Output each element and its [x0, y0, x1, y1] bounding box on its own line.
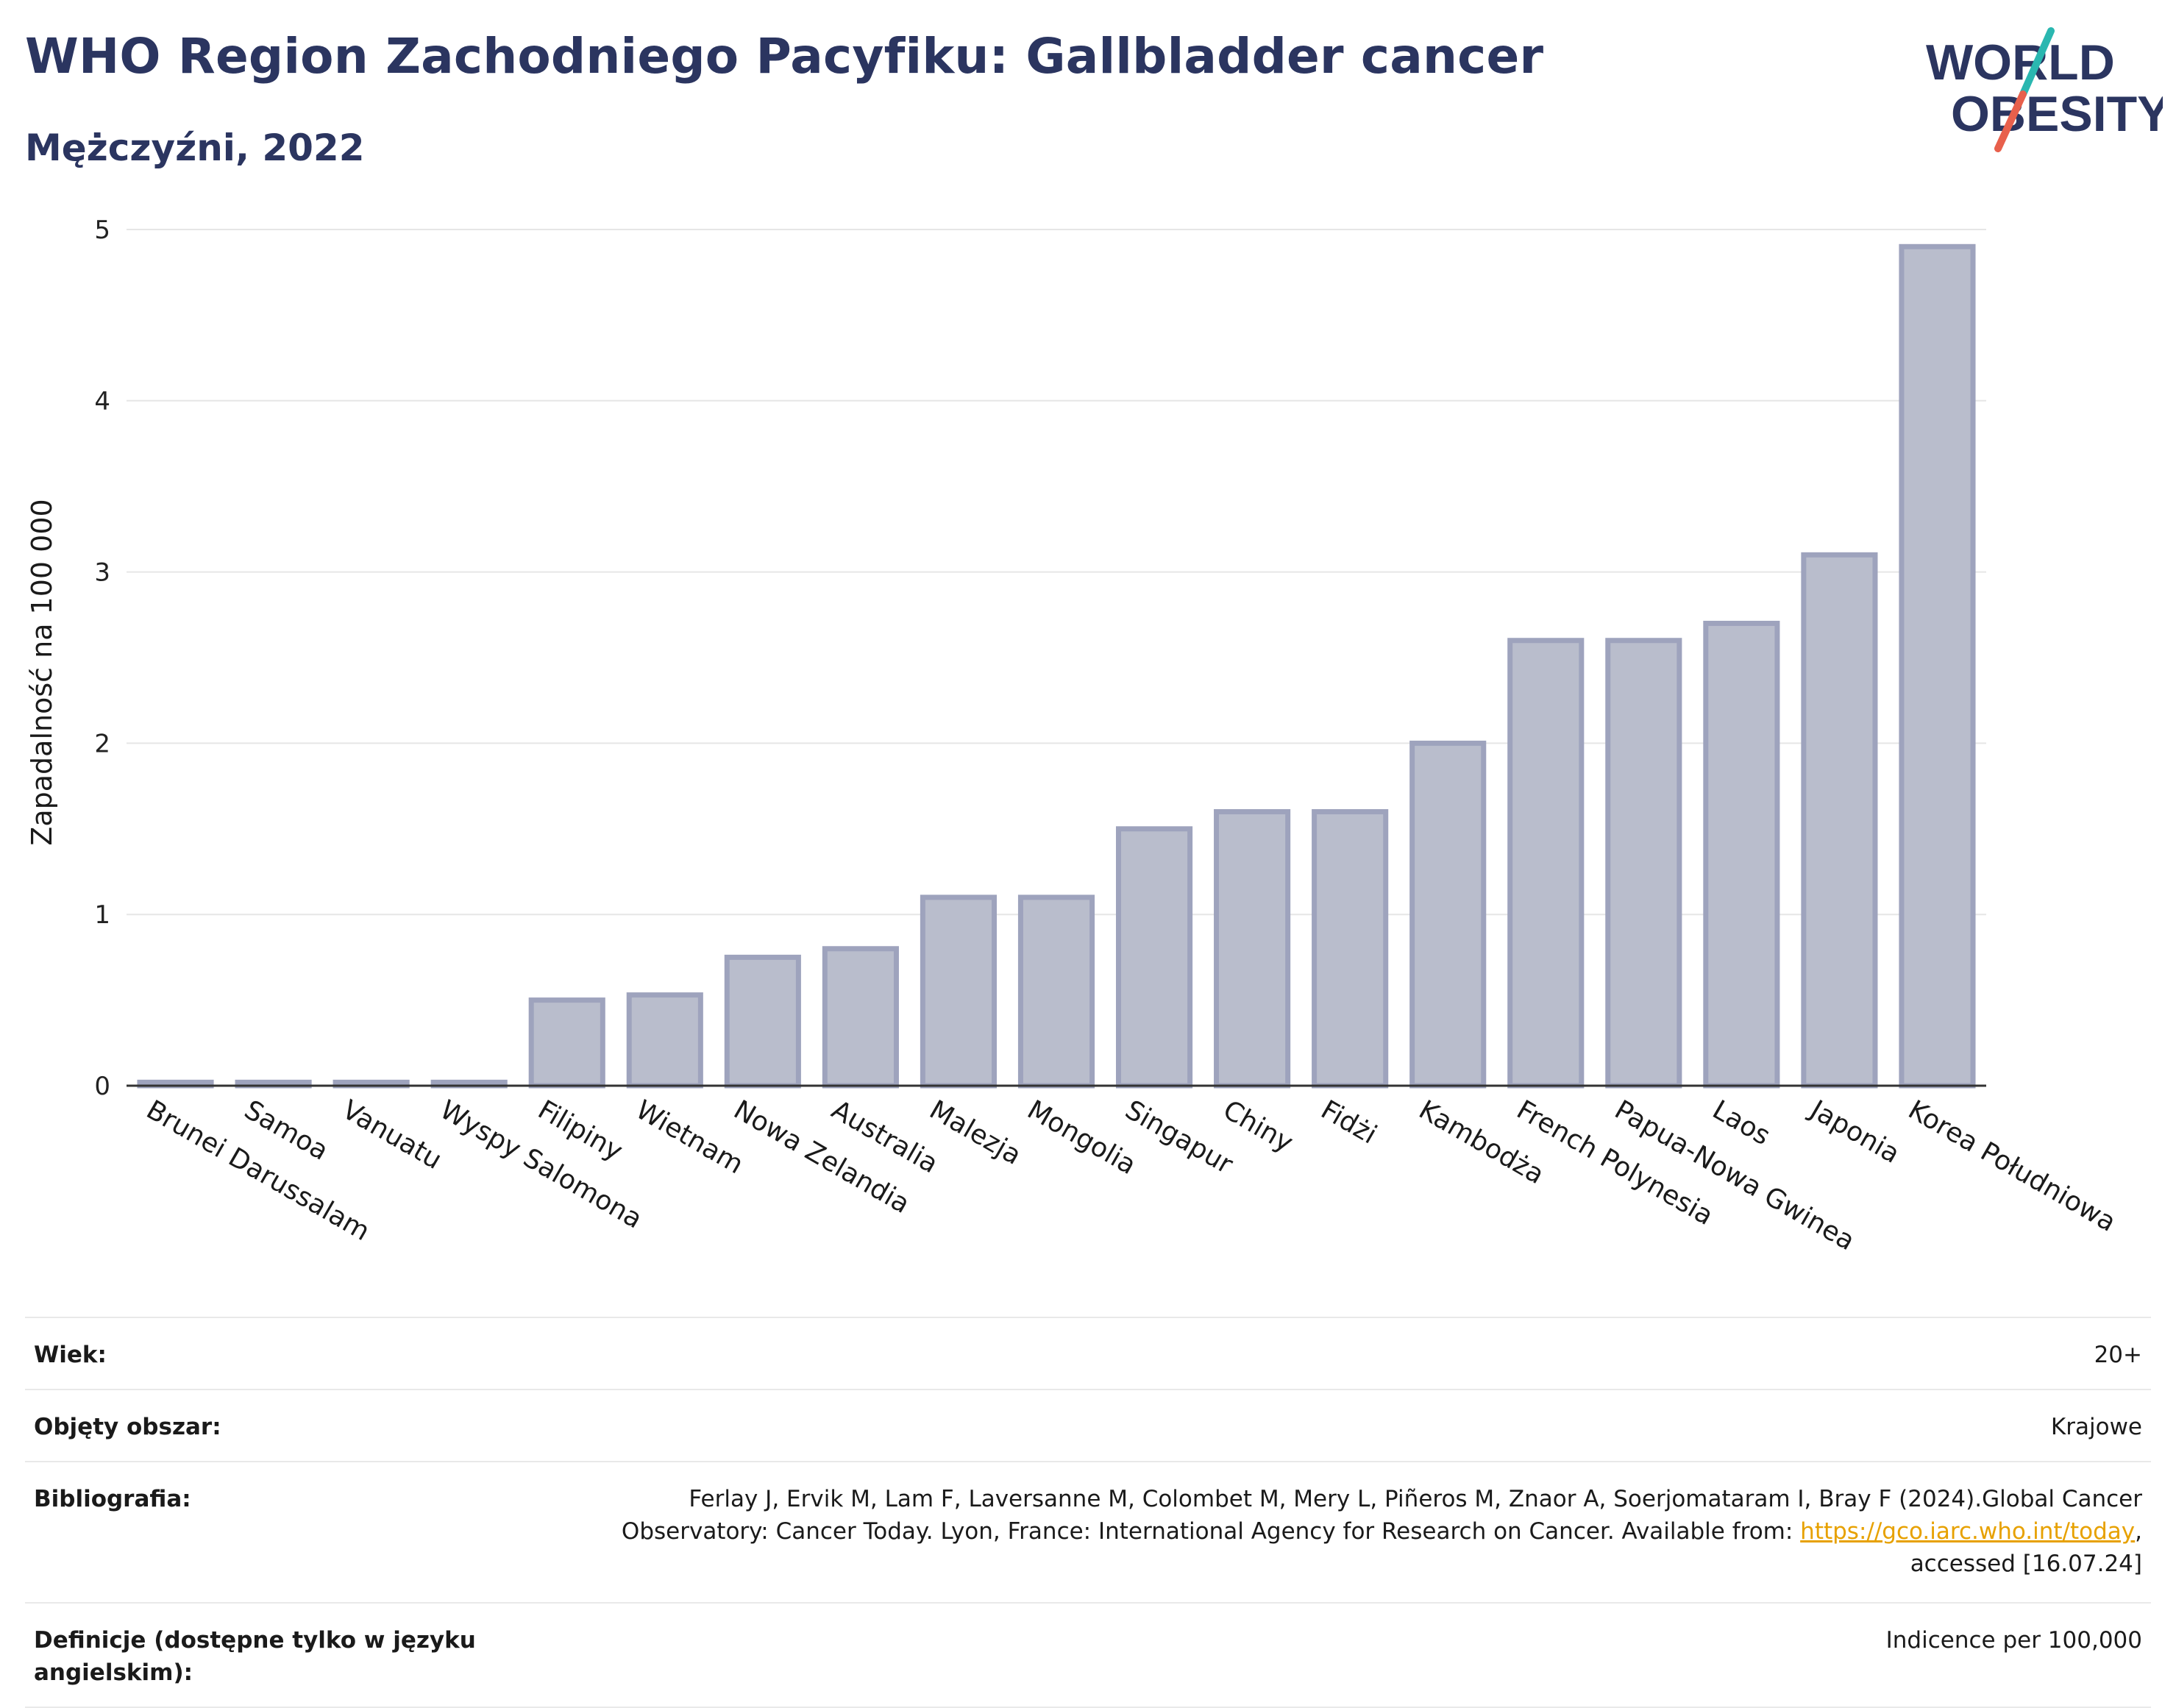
x-tick-label: Vanuatu — [337, 1095, 447, 1175]
meta-definitions-label: Definicje (dostępne tylko w języku angie… — [34, 1627, 476, 1686]
bar — [1899, 243, 1976, 1089]
x-tick-label: Korea Południowa — [1903, 1095, 2121, 1238]
logo-slash-red — [1994, 90, 2027, 152]
meta-coverage-label: Objęty obszar: — [34, 1414, 221, 1440]
metadata-table: Wiek: 20+ Objęty obszar: Krajowe Bibliog… — [25, 1317, 2151, 1708]
logo-text-obesity: OBESITY — [1951, 86, 2163, 142]
meta-row-age: Wiek: 20+ — [25, 1317, 2151, 1389]
meta-row-bibliography: Bibliografia: Ferlay J, Ervik M, Lam F, … — [25, 1461, 2151, 1602]
y-tick-label: 5 — [94, 216, 110, 245]
world-obesity-logo: WORLD OBESITY — [1926, 27, 2163, 152]
meta-definitions-value: Indicence per 100,000 — [1885, 1627, 2142, 1654]
bar — [1507, 638, 1585, 1089]
bar — [1214, 809, 1291, 1089]
x-tick-label: Mongolia — [1023, 1095, 1142, 1181]
y-tick-label: 0 — [94, 1072, 110, 1101]
logo-text-world: WORLD — [1926, 35, 2115, 90]
y-axis-label: Zapadalność na 100 000 — [26, 499, 58, 845]
bar — [822, 946, 899, 1089]
bar — [528, 997, 605, 1089]
bar — [1409, 740, 1487, 1089]
bar — [920, 894, 998, 1089]
x-tick-label: Wietnam — [630, 1095, 748, 1180]
bar — [1312, 809, 1389, 1089]
bibliography-link[interactable]: https://gco.iarc.who.int/today — [1800, 1518, 2136, 1545]
bar — [1703, 620, 1780, 1089]
meta-age-value: 20+ — [2094, 1342, 2142, 1368]
x-tick-label: Japonia — [1804, 1094, 1905, 1170]
x-tick-label: Singapur — [1120, 1095, 1238, 1180]
bar — [1801, 552, 1878, 1089]
chart-subtitle: Mężczyźni, 2022 — [25, 127, 365, 169]
y-tick-label: 3 — [94, 558, 110, 588]
meta-coverage-value: Krajowe — [2050, 1414, 2142, 1440]
chart-title: WHO Region Zachodniego Pacyfiku: Gallbla… — [25, 28, 1544, 85]
x-tick-label: Laos — [1707, 1095, 1775, 1151]
x-tick-label: Malezja — [924, 1095, 1025, 1171]
y-tick-label: 1 — [94, 900, 110, 930]
y-tick-label: 4 — [94, 387, 110, 416]
bar — [1017, 894, 1095, 1089]
meta-row-definitions: Definicje (dostępne tylko w języku angie… — [25, 1602, 2151, 1708]
meta-bibliography-label: Bibliografia: — [34, 1486, 191, 1512]
meta-bibliography-value: Ferlay J, Ervik M, Lam F, Laversanne M, … — [505, 1483, 2142, 1580]
bar — [1605, 638, 1682, 1089]
bar — [626, 992, 703, 1089]
bibliography-accessed: , accessed [16.07.24] — [1910, 1518, 2142, 1577]
x-tick-label: Nowa Zelandia — [728, 1095, 914, 1220]
bar — [724, 954, 801, 1089]
bibliography-text: Ferlay J, Ervik M, Lam F, Laversanne M, … — [621, 1486, 2142, 1545]
y-tick-label: 2 — [94, 729, 110, 758]
meta-row-coverage: Objęty obszar: Krajowe — [25, 1389, 2151, 1461]
bar — [1115, 826, 1193, 1089]
meta-age-label: Wiek: — [34, 1342, 107, 1368]
bars — [137, 243, 1976, 1089]
y-axis-ticks: 0 1 2 3 4 5 — [94, 216, 110, 1101]
logo-slash-teal — [2019, 27, 2055, 98]
x-tick-label: Fidżi — [1316, 1095, 1382, 1150]
